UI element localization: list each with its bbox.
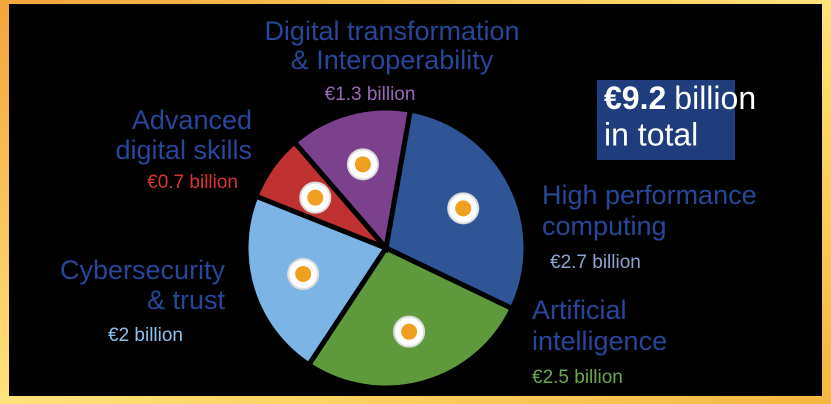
value-label: €2.5 billion [532,367,623,388]
category-label: computing [542,211,667,241]
total-amount: €9.2 [604,80,666,116]
pie [243,105,529,391]
category-label: High performance [542,180,757,210]
category-label: & trust [147,285,226,315]
pie-slice [290,105,414,254]
value-label: €2.7 billion [550,252,641,273]
category-label: intelligence [532,326,667,356]
value-label: €1.3 billion [325,84,416,105]
total-unit: billion [674,80,756,116]
category-label: Artificial [532,295,627,325]
slice-icon-core [295,265,312,282]
category-label: digital skills [115,135,252,165]
slice-icon-core [401,323,418,340]
slice-icon-core [307,189,324,206]
total-line1: €9.2 billion [604,80,756,116]
category-label: & Interoperability [291,45,494,75]
slice-icon-core [354,156,371,173]
total-line2: in total [604,116,698,152]
value-label: €2 billion [108,325,183,346]
category-label: Cybersecurity [60,255,226,285]
value-label: €0.7 billion [147,172,238,193]
total-box [597,80,735,160]
category-label: Advanced [132,105,252,135]
category-label: Digital transformation [264,16,519,46]
slice-icon-core [455,200,472,217]
